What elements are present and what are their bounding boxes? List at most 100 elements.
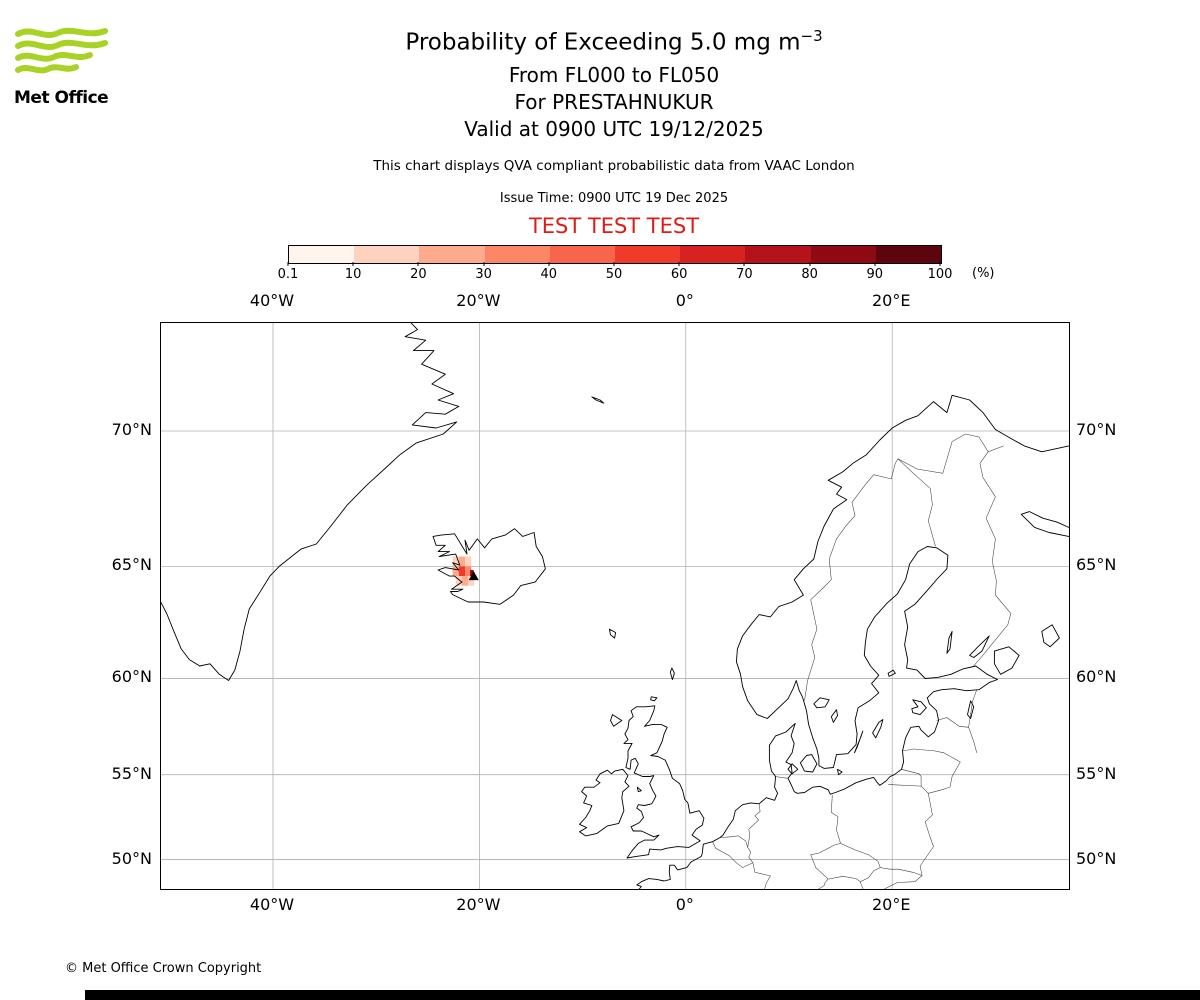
coastline [993, 646, 1020, 675]
country-border [720, 835, 748, 848]
country-border [774, 776, 789, 779]
longitude-label-top: 20°E [871, 291, 911, 310]
country-border [828, 876, 861, 882]
colorbar-tick [678, 262, 680, 266]
colorbar-tick-label: 100 [927, 267, 953, 282]
coastline [946, 630, 953, 654]
colorbar-tick [483, 262, 485, 266]
valid-time: Valid at 0900 UTC 19/12/2025 [464, 117, 764, 141]
title-superscript: −3 [800, 27, 823, 45]
longitude-label-top: 0° [675, 291, 694, 310]
colorbar-tick [352, 262, 354, 266]
latitude-label-right: 50°N [1076, 848, 1117, 868]
map-frame [160, 322, 1070, 890]
flight-level-range: From FL000 to FL050 [508, 63, 720, 87]
longitude-label-top: 20°W [456, 291, 501, 310]
coastline [969, 635, 990, 658]
hazard-cell [452, 566, 459, 577]
colorbar-tick-label: 90 [866, 267, 884, 282]
country-border [810, 843, 841, 880]
colorbar-tick [874, 262, 876, 266]
coastline [854, 730, 864, 754]
hazard-cell [452, 556, 459, 567]
latitude-label-right: 65°N [1076, 555, 1117, 575]
colorbar-tick-label: 40 [540, 267, 558, 282]
logo-waves-icon [15, 27, 108, 74]
colorbar-tick-labels: 0.1 10 20 30 40 50 60 70 80 90 100 [278, 262, 952, 287]
coastline [837, 768, 843, 776]
latitude-label-left: 65°N [111, 555, 152, 575]
coastline [579, 768, 630, 837]
country-border [860, 867, 881, 882]
issue-time: Issue Time: 0900 UTC 19 Dec 2025 [499, 191, 729, 206]
colorbar-tick [743, 262, 745, 266]
coastline [608, 628, 617, 639]
colorbar-tick [613, 262, 615, 266]
hazard-cell [458, 566, 465, 577]
coastline [1020, 511, 1069, 537]
country-border [920, 785, 929, 794]
country-border [883, 875, 923, 889]
latitude-label-right: 70°N [1076, 419, 1117, 439]
country-border [936, 717, 969, 728]
country-border [902, 748, 961, 763]
country-border [840, 843, 881, 868]
latitude-label-left: 50°N [111, 848, 152, 868]
country-border [712, 841, 754, 868]
coastline [1041, 624, 1060, 648]
latitude-label-left: 60°N [111, 667, 152, 687]
country-border [859, 881, 864, 889]
country-border [924, 793, 933, 836]
volcano-marker-icon [468, 571, 479, 581]
country-border [752, 862, 771, 889]
latitude-label-left: 55°N [111, 763, 152, 783]
colorbar-tick-label: 50 [605, 267, 623, 282]
colorbar-tick [287, 262, 289, 266]
country-border [901, 769, 922, 787]
coastline [623, 705, 705, 859]
coastline [872, 719, 884, 739]
coastline [669, 667, 675, 680]
coastline [813, 697, 830, 709]
hazard-cell [470, 570, 474, 578]
colorbar-segment [289, 246, 355, 263]
map-canvas [161, 323, 1069, 889]
colorbar-segment [810, 246, 876, 263]
colorbar-segment [745, 246, 811, 263]
colorbar-tick-label: 30 [475, 267, 492, 282]
latitude-label-left: 70°N [111, 419, 152, 439]
coastline [591, 396, 605, 404]
coastline [161, 323, 460, 681]
country-border [804, 458, 899, 701]
latitude-label-right: 55°N [1076, 763, 1117, 783]
longitude-label-bottom: 20°E [871, 895, 911, 914]
volcano-title: For PRESTAHNUKUR [514, 90, 714, 114]
bottom-bar [85, 990, 1200, 1000]
coastline [636, 394, 1069, 889]
chart-title: Probability of Exceeding 5.0 mg m−3 [405, 27, 823, 56]
colorbar-segment [549, 246, 616, 263]
latitude-label-right: 60°N [1076, 667, 1117, 687]
colorbar-unit-label: (%) [972, 266, 995, 281]
hazard-cell [465, 556, 472, 567]
colorbar-segment [680, 246, 746, 263]
coastline [610, 714, 623, 727]
coastline [787, 763, 799, 775]
colorbar-tick [417, 262, 419, 266]
coastline [799, 754, 818, 773]
colorbar-segment [354, 246, 420, 263]
colorbar-segment [419, 246, 485, 263]
qva-note: This chart displays QVA compliant probab… [373, 158, 855, 174]
longitude-label-bottom: 20°W [456, 895, 501, 914]
longitude-label-top: 40°W [249, 291, 295, 310]
probability-colorbar [288, 245, 942, 264]
country-border [880, 867, 923, 876]
hazard-cell [455, 576, 462, 586]
country-border [928, 761, 961, 794]
country-border [747, 847, 754, 863]
country-border [972, 451, 1012, 668]
colorbar-tick [809, 262, 811, 266]
hazard-cell [458, 556, 465, 567]
colorbar-tick-label: 80 [801, 267, 818, 282]
country-border [831, 795, 841, 844]
